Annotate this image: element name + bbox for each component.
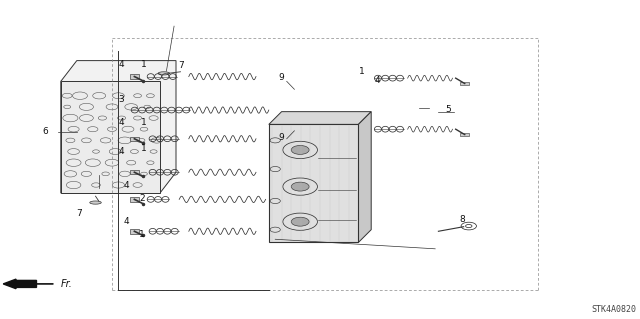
Text: Fr.: Fr. (61, 279, 73, 289)
Text: 9: 9 (279, 133, 284, 142)
Text: 7: 7 (77, 209, 83, 218)
Polygon shape (61, 61, 176, 193)
Text: 4: 4 (119, 60, 124, 69)
Bar (130, 74, 139, 79)
Bar (130, 170, 139, 174)
Text: 8: 8 (460, 215, 465, 224)
FancyArrow shape (3, 279, 36, 289)
Text: 4: 4 (119, 118, 124, 127)
Text: 1: 1 (141, 144, 147, 153)
Text: 5: 5 (445, 105, 451, 114)
Bar (460, 133, 469, 137)
Text: 3: 3 (119, 95, 124, 104)
Text: 7: 7 (179, 61, 184, 70)
Ellipse shape (158, 72, 170, 75)
Bar (460, 82, 469, 85)
Text: 1: 1 (141, 60, 147, 69)
Circle shape (291, 217, 309, 226)
Polygon shape (61, 81, 160, 193)
Text: 4: 4 (375, 76, 380, 85)
Polygon shape (358, 112, 371, 242)
Text: 1: 1 (359, 67, 364, 76)
Text: 4: 4 (119, 147, 124, 156)
Polygon shape (269, 112, 371, 124)
Text: 9: 9 (279, 73, 284, 82)
Polygon shape (269, 124, 358, 242)
Text: 2: 2 (140, 194, 145, 203)
Circle shape (291, 182, 309, 191)
Text: 1: 1 (141, 118, 147, 127)
Bar (130, 137, 139, 141)
Bar (130, 197, 139, 202)
Text: 6: 6 (42, 127, 47, 136)
Circle shape (291, 145, 309, 154)
Ellipse shape (90, 201, 101, 204)
Text: STK4A0820: STK4A0820 (592, 305, 637, 314)
Bar (130, 229, 139, 234)
Text: 4: 4 (124, 217, 129, 226)
Text: 1: 1 (140, 230, 145, 239)
Text: 4: 4 (124, 181, 129, 189)
